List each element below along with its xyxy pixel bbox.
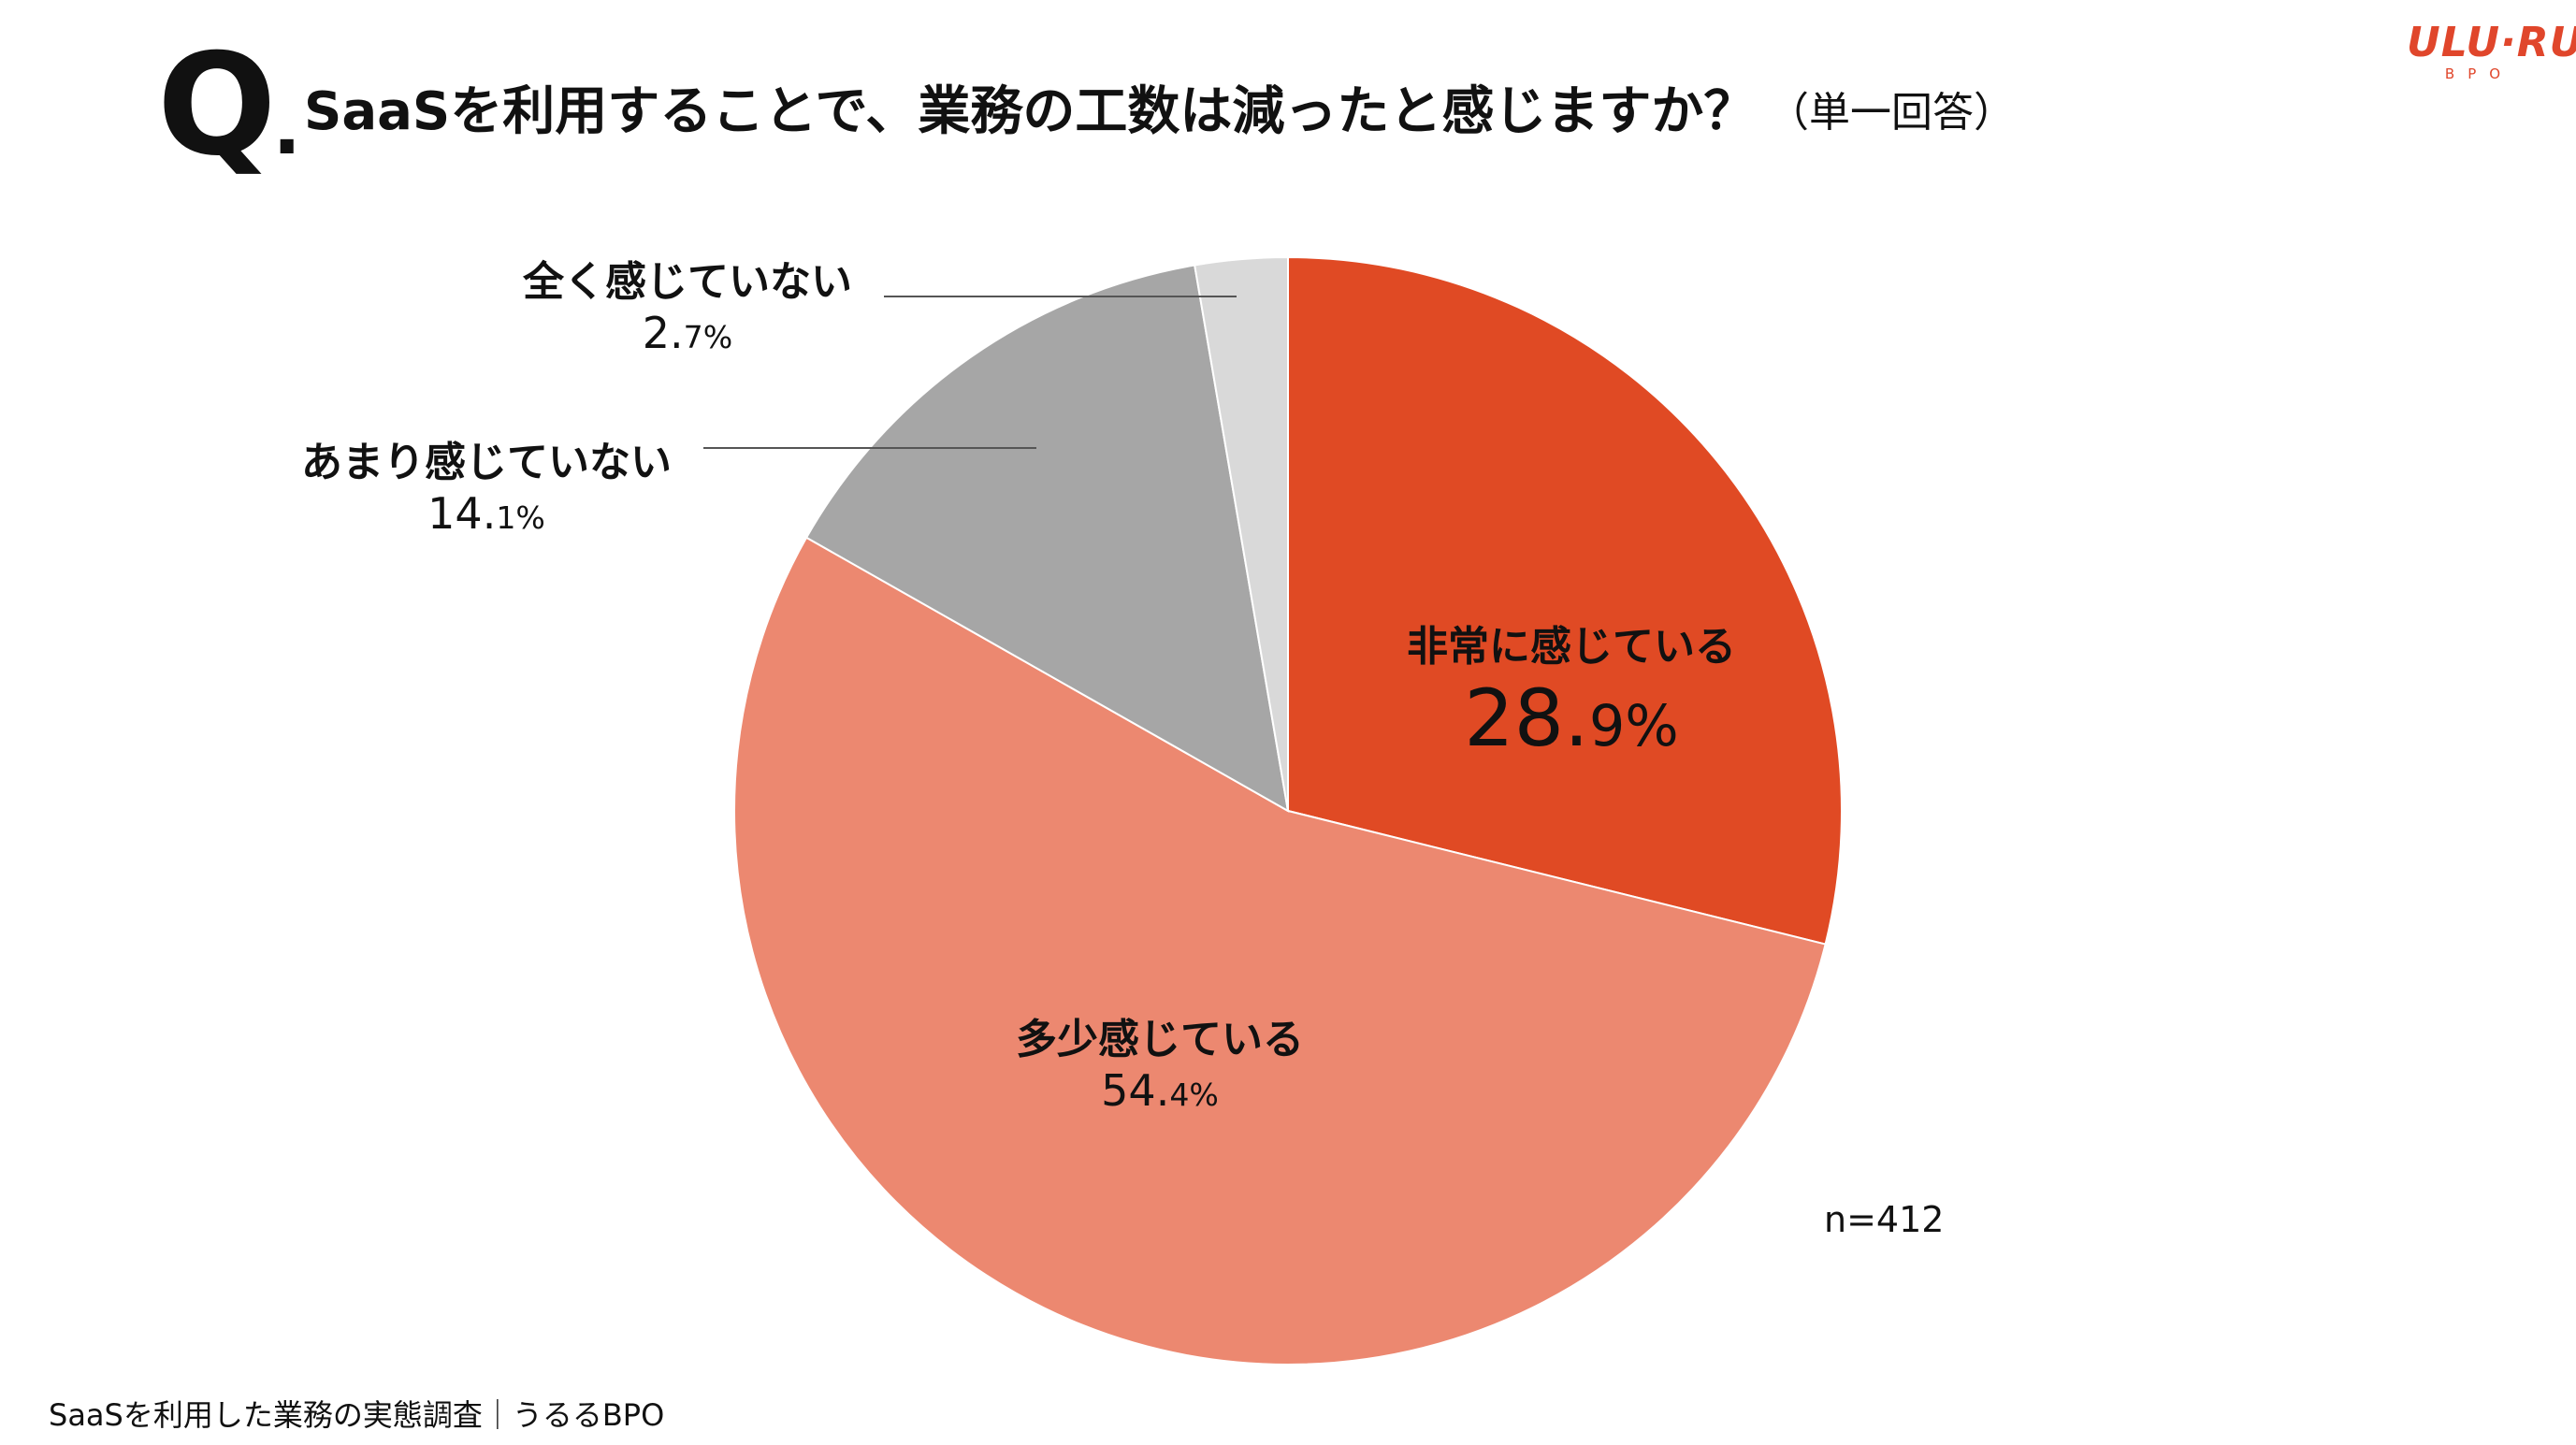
slice-label-somewhat: 多少感じている	[1016, 1016, 1304, 1063]
logo-wordmark: ULU·RU	[2407, 19, 2576, 66]
slice-label-not-at-all: 全く感じていない	[523, 258, 852, 306]
pie-slice-not-much	[804, 264, 1290, 813]
label-very: 非常に感じている 28.9%	[1407, 613, 1736, 764]
pie-slice-very	[1287, 255, 1843, 946]
label-not-at-all: 全く感じていない 2.7%	[523, 248, 852, 358]
footer-source: SaaSを利用した業務の実態調査｜うるるBPO	[49, 1397, 665, 1433]
slice-value-very: 28.9%	[1464, 672, 1679, 764]
slice-label-very: 非常に感じている	[1407, 623, 1736, 671]
label-not-much: あまり感じていない 14.1%	[301, 428, 672, 539]
slice-value-not-at-all: 2.7%	[642, 308, 733, 358]
answer-type-note: （単一回答）	[1768, 89, 2015, 137]
page-title: SaaSを利用することで、業務の工数は減ったと感じますか？	[304, 81, 1757, 142]
label-somewhat: 多少感じている 54.4%	[1016, 1005, 1304, 1116]
slice-value-not-much: 14.1%	[427, 488, 545, 539]
slice-value-somewhat: 54.4%	[1101, 1065, 1219, 1116]
pie-slice-somewhat	[732, 536, 1827, 1366]
slice-label-not-much: あまり感じていない	[301, 439, 672, 486]
sample-size: n=412	[1824, 1199, 1945, 1240]
logo-subtext: BPO	[2444, 65, 2514, 82]
q-mark: Q.	[157, 24, 301, 187]
pie-slice-not-at-all	[1193, 255, 1289, 812]
uluru-logo: ULU·RU BPO	[2407, 19, 2576, 83]
